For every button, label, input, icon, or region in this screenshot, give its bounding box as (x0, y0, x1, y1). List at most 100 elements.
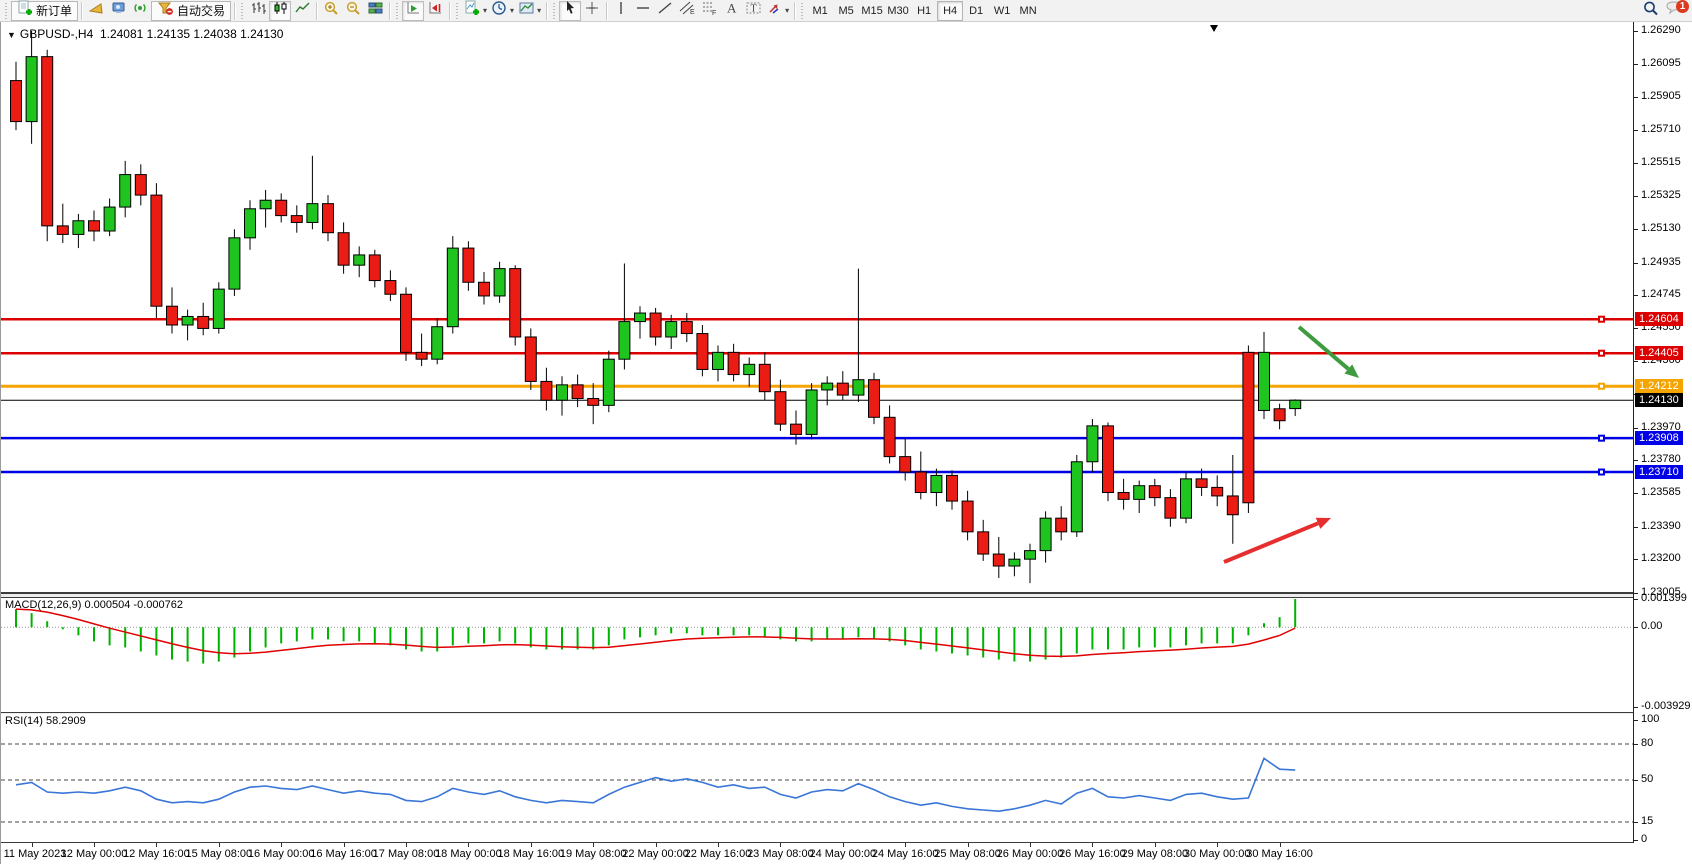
macd-plot[interactable] (1, 598, 1633, 712)
timeframe-m1[interactable]: M1 (812, 4, 828, 17)
notifications-button[interactable]: 1 (1662, 0, 1689, 21)
toolbar-grip[interactable] (4, 2, 9, 19)
text-button[interactable]: A (720, 1, 742, 21)
zoom-in-button[interactable] (320, 1, 342, 21)
time-axis-label: 15 May 08:00 (185, 848, 253, 860)
ohlc-bars-button[interactable] (247, 1, 269, 21)
market-icon (110, 0, 127, 21)
timeframe-mn[interactable]: MN (1019, 4, 1037, 17)
periods-icon (491, 0, 508, 21)
pane-separator[interactable] (1, 712, 1692, 714)
megaphone-button[interactable] (85, 1, 107, 21)
line-chart-icon (294, 0, 311, 21)
main-chart-plot[interactable] (1, 24, 1633, 592)
auto-trading-button[interactable]: 自动交易 (151, 0, 232, 21)
separator (449, 1, 451, 20)
text-label-icon: T (745, 0, 762, 21)
equidistant-channel-icon: E (679, 0, 696, 21)
time-tick (1030, 843, 1031, 847)
tile-windows-icon (367, 0, 384, 21)
search-icon (1642, 0, 1660, 22)
search-button[interactable] (1640, 1, 1662, 21)
time-tick (468, 843, 470, 847)
main-price-pane: ▼ GBPUSD-,H4 1.24081 1.24135 1.24038 1.24… (1, 24, 1633, 592)
text-label-button[interactable]: T (742, 1, 764, 21)
pane-separator[interactable] (1, 592, 1692, 598)
svg-text:T: T (750, 4, 756, 15)
arrows-tool-button[interactable]: ▾ (764, 1, 791, 21)
time-axis-label: 30 May 00:00 (1183, 848, 1251, 860)
collapse-triangle-icon[interactable]: ▼ (7, 30, 16, 40)
toolbar-grip[interactable] (455, 2, 461, 19)
chart-window: ▼ GBPUSD-,H4 1.24081 1.24135 1.24038 1.24… (0, 22, 1692, 864)
time-tick (343, 843, 345, 847)
svg-text:A: A (727, 1, 737, 16)
zoom-out-button[interactable] (342, 1, 364, 21)
time-tick (530, 843, 532, 847)
market-button[interactable] (107, 1, 129, 21)
periods-button[interactable]: ▾ (489, 1, 516, 21)
time-axis-label: 12 May 00:00 (60, 848, 128, 860)
annotation-arrows (1223, 325, 1359, 564)
timeframe-buttons: M1 M5 M15 M30 H1 H4 D1 W1 MN (807, 0, 1041, 21)
time-axis-label: 12 May 16:00 (123, 848, 190, 860)
toolbar-grip[interactable] (395, 2, 401, 19)
timeframe-h1[interactable]: H1 (917, 4, 932, 17)
horizontal-line-button[interactable] (632, 1, 654, 21)
svg-text:E: E (690, 9, 695, 16)
fibonacci-button[interactable]: F (698, 1, 720, 21)
dropdown-arrow-icon: ▾ (510, 6, 515, 15)
equidistant-channel-button[interactable]: E (676, 1, 698, 21)
time-tick (406, 843, 407, 847)
templates-button[interactable]: ▾ (516, 1, 543, 21)
time-tick (842, 843, 844, 847)
new-order-button[interactable]: 新订单 (11, 0, 79, 21)
trendline-button[interactable] (654, 1, 676, 21)
macd-signal-line (15, 608, 1296, 658)
green-down-arrow (1297, 325, 1350, 371)
timeframe-m15[interactable]: M15 (861, 4, 883, 17)
vertical-line-button[interactable] (610, 1, 632, 21)
time-axis[interactable]: 11 May 2023 12 May 00:00 12 May 16:00 15 Ma… (1, 843, 1692, 864)
notification-badge: 1 (1676, 0, 1689, 13)
toolbar-grip[interactable] (240, 2, 246, 19)
time-axis-label: 26 May 00:00 (996, 848, 1064, 860)
separator (389, 1, 391, 20)
scroll-marker-icon (1210, 25, 1218, 32)
auto-scroll-button[interactable] (402, 0, 425, 21)
time-axis-label: 22 May 16:00 (684, 848, 752, 860)
separator (81, 1, 83, 20)
time-tick (156, 843, 158, 847)
time-tick (967, 843, 969, 847)
timeframe-m30[interactable]: M30 (887, 4, 909, 17)
time-axis-label: 17 May 08:00 (372, 848, 440, 860)
toolbar-grip[interactable] (800, 2, 806, 19)
fibonacci-icon: F (701, 0, 718, 21)
timeframe-m5[interactable]: M5 (838, 4, 854, 17)
time-axis-label: 18 May 00:00 (435, 848, 502, 860)
timeframe-h4[interactable]: H4 (937, 0, 964, 21)
time-tick (655, 843, 657, 847)
rsi-plot[interactable] (1, 714, 1633, 842)
timeframe-w1[interactable]: W1 (993, 4, 1011, 17)
new-order-label: 新订单 (36, 4, 73, 18)
timeframe-d1[interactable]: D1 (969, 4, 984, 17)
line-chart-button[interactable] (291, 1, 313, 21)
cursor-button[interactable] (559, 0, 582, 21)
price-badge: 1.24405 (1635, 346, 1683, 361)
time-axis-label: 24 May 16:00 (871, 848, 939, 860)
rsi-label: RSI(14) 58.2909 (5, 715, 86, 727)
signals-icon (132, 0, 149, 21)
time-tick (780, 843, 782, 847)
signals-button[interactable] (129, 1, 151, 21)
indicators-button[interactable]: ▾ (462, 0, 489, 21)
crosshair-button[interactable] (581, 1, 603, 21)
toolbar-grip[interactable] (552, 2, 558, 19)
tile-windows-button[interactable] (364, 1, 386, 21)
time-tick (31, 843, 33, 847)
macd-label: MACD(12,26,9) 0.000504 -0.000762 (5, 599, 183, 611)
candlesticks-button[interactable] (269, 0, 292, 21)
chart-shift-button[interactable] (424, 1, 446, 21)
price-axis[interactable]: 1.26290 1.26095 1.25905 1.25710 1.25515 1.253… (1633, 22, 1692, 864)
time-axis-label: 16 May 00:00 (247, 848, 315, 860)
